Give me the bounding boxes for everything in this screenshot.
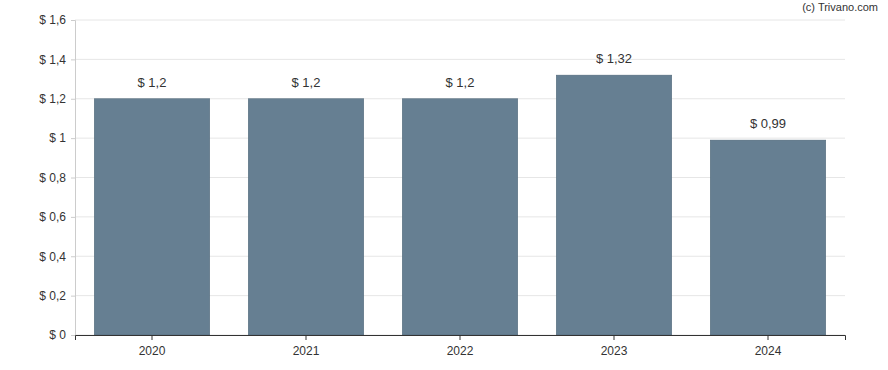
data-label: $ 0,99 xyxy=(750,116,786,131)
tick-label: $ 1,6 xyxy=(39,13,66,27)
tick-mark xyxy=(71,178,75,179)
tick: $ 1,2 xyxy=(39,92,75,106)
grid xyxy=(75,20,845,335)
tick-mark xyxy=(71,59,75,60)
data-labels: $ 1,2 $ 1,2 $ 1,2 $ 1,32 $ 0,99 xyxy=(138,51,787,131)
tick-label: $ 0,6 xyxy=(39,210,66,224)
tick: $ 0,6 xyxy=(39,210,75,224)
tick: $ 1 xyxy=(49,131,75,145)
tick-mark xyxy=(71,99,75,100)
tick-label: 2024 xyxy=(755,344,782,358)
bar xyxy=(710,140,826,335)
tick-mark xyxy=(71,217,75,218)
tick: $ 1,4 xyxy=(39,53,75,67)
axis-line xyxy=(76,336,846,341)
data-label: $ 1,2 xyxy=(292,75,321,90)
tick-mark xyxy=(614,335,615,340)
axis-line xyxy=(71,21,76,336)
tick: 2024 xyxy=(755,335,782,358)
bar xyxy=(556,75,672,335)
tick-mark xyxy=(71,256,75,257)
tick-label: $ 1,4 xyxy=(39,53,66,67)
data-label: $ 1,2 xyxy=(138,75,167,90)
tick: $ 0 xyxy=(49,328,75,342)
tick-mark xyxy=(71,138,75,139)
bars xyxy=(94,75,826,335)
tick-label: $ 0,4 xyxy=(39,250,66,264)
tick-mark xyxy=(71,296,75,297)
y-axis: $ 0 $ 0,2 $ 0,4 $ 0,6 $ 0,8 $ 1 $ 1,2 $ 1,4 $ 1,… xyxy=(39,13,75,342)
x-axis: 2020 2021 2022 2023 2024 xyxy=(76,335,846,358)
tick-label: 2022 xyxy=(447,344,474,358)
tick: $ 0,4 xyxy=(39,250,75,264)
tick-label: 2020 xyxy=(139,344,166,358)
tick: 2021 xyxy=(293,335,320,358)
data-label: $ 1,32 xyxy=(596,51,632,66)
tick-label: $ 1,2 xyxy=(39,92,66,106)
data-label: $ 1,2 xyxy=(446,75,475,90)
bar xyxy=(94,99,210,335)
tick-label: $ 0,2 xyxy=(39,289,66,303)
tick-mark xyxy=(71,20,75,21)
tick-mark xyxy=(460,335,461,340)
bar xyxy=(248,99,364,335)
tick: 2022 xyxy=(447,335,474,358)
tick-label: 2021 xyxy=(293,344,320,358)
plot: $ 0 $ 0,2 $ 0,4 $ 0,6 $ 0,8 $ 1 $ 1,2 $ 1,4 $ 1,… xyxy=(39,13,845,357)
tick-label: $ 1 xyxy=(49,131,66,145)
tick-mark xyxy=(71,335,75,336)
grid-line xyxy=(75,59,845,60)
tick: $ 0,2 xyxy=(39,289,75,303)
tick-label: $ 0 xyxy=(49,328,66,342)
tick: $ 0,8 xyxy=(39,171,75,185)
tick: 2023 xyxy=(601,335,628,358)
chart: $ 0 $ 0,2 $ 0,4 $ 0,6 $ 0,8 $ 1 $ 1,2 $ 1,4 $ 1,… xyxy=(0,0,888,370)
bar xyxy=(402,99,518,335)
annotation: (c) Trivano.com xyxy=(802,1,878,13)
tick-mark xyxy=(306,335,307,340)
tick-mark xyxy=(768,335,769,340)
tick-label: $ 0,8 xyxy=(39,171,66,185)
tick-label: 2023 xyxy=(601,344,628,358)
tick: 2020 xyxy=(139,335,166,358)
grid-line xyxy=(75,20,845,21)
tick-mark xyxy=(152,335,153,340)
tick: $ 1,6 xyxy=(39,13,75,27)
